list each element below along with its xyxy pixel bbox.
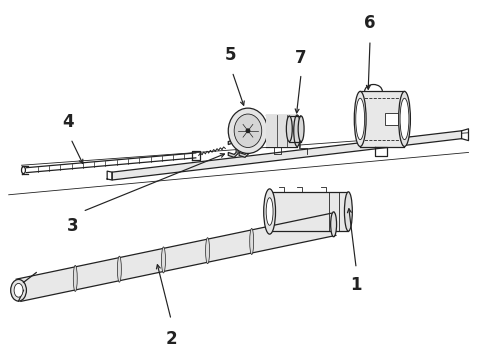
Ellipse shape (356, 98, 365, 140)
Ellipse shape (162, 247, 166, 273)
Text: 4: 4 (62, 113, 74, 131)
Polygon shape (266, 115, 297, 147)
Text: 7: 7 (295, 49, 307, 67)
Ellipse shape (344, 192, 352, 231)
Ellipse shape (74, 265, 77, 291)
Text: 6: 6 (364, 14, 376, 32)
Ellipse shape (354, 91, 366, 147)
Circle shape (245, 128, 250, 133)
Polygon shape (112, 131, 462, 180)
Polygon shape (16, 213, 336, 301)
Polygon shape (270, 192, 348, 231)
Ellipse shape (250, 229, 254, 255)
Ellipse shape (286, 116, 292, 141)
Text: 5: 5 (224, 46, 236, 64)
Ellipse shape (22, 167, 25, 174)
Polygon shape (239, 140, 249, 157)
Polygon shape (385, 113, 397, 125)
Text: 1: 1 (350, 276, 362, 294)
Ellipse shape (400, 98, 409, 140)
Polygon shape (289, 116, 301, 141)
Text: 3: 3 (67, 217, 78, 235)
Ellipse shape (206, 238, 210, 264)
Ellipse shape (266, 198, 273, 225)
Ellipse shape (298, 116, 304, 141)
Ellipse shape (11, 279, 26, 301)
Ellipse shape (228, 108, 268, 153)
Polygon shape (360, 91, 405, 147)
Ellipse shape (234, 114, 262, 148)
Ellipse shape (14, 283, 23, 297)
Ellipse shape (264, 189, 275, 234)
Polygon shape (228, 140, 238, 157)
Ellipse shape (118, 256, 122, 282)
Ellipse shape (398, 91, 411, 147)
Ellipse shape (294, 115, 301, 147)
Ellipse shape (331, 212, 337, 237)
Text: 2: 2 (165, 330, 177, 348)
